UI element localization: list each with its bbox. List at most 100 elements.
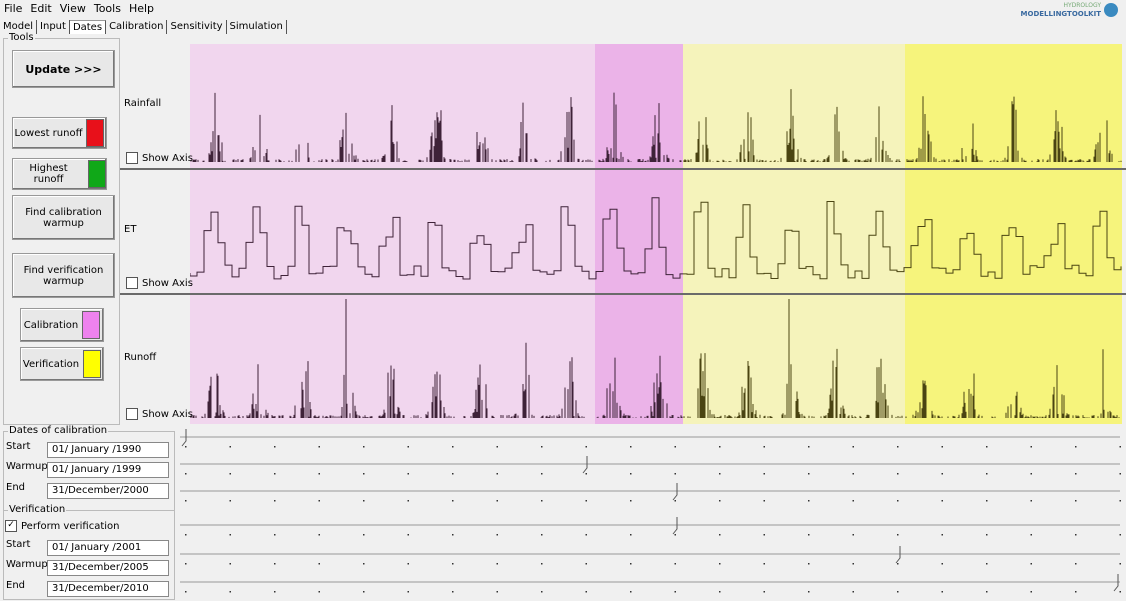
- slider-tick: [274, 473, 276, 475]
- verification-group: Verification: [3, 504, 175, 600]
- slider-tick: [852, 500, 854, 502]
- slider-tick: [1119, 500, 1121, 502]
- slider-tick: [274, 563, 276, 565]
- slider-tick: [496, 446, 498, 448]
- slider-tick: [496, 591, 498, 593]
- slider-tick: [719, 446, 721, 448]
- slider-tick: [585, 500, 587, 502]
- date-combo[interactable]: 01/ January /1990: [47, 442, 169, 458]
- slider-tick: [318, 591, 320, 593]
- slider-tick: [585, 534, 587, 536]
- slider-tick: [1075, 563, 1077, 565]
- slider-tick: [1119, 591, 1121, 593]
- slider-tick: [1119, 446, 1121, 448]
- combo-value: 01/ January /1990: [52, 444, 142, 455]
- slider-tick: [986, 534, 988, 536]
- slider-tick: [363, 534, 365, 536]
- show-axis-checkbox[interactable]: Show Axis: [126, 152, 193, 164]
- slider-tick: [407, 534, 409, 536]
- slider-tick: [185, 591, 187, 593]
- group-title: Verification: [8, 504, 67, 515]
- perform-verification-checkbox[interactable]: ✓ Perform verification: [5, 520, 119, 532]
- tab[interactable]: Dates: [69, 20, 107, 34]
- slider-tick: [897, 500, 899, 502]
- series-trace: [683, 299, 1120, 418]
- slider-tick: [1030, 591, 1032, 593]
- date-combo[interactable]: 01/ January /2001: [47, 540, 169, 556]
- combo-value: 31/December/2005: [52, 562, 149, 573]
- slider-tick: [763, 591, 765, 593]
- slider-tick: [1030, 500, 1032, 502]
- menu-item[interactable]: File: [4, 2, 23, 15]
- slider-tick: [986, 500, 988, 502]
- slider-thumb[interactable]: [1113, 574, 1119, 592]
- slider-tick: [897, 563, 899, 565]
- slider-tick: [674, 534, 676, 536]
- date-combo[interactable]: 31/December/2010: [47, 581, 169, 597]
- slider-tick: [808, 591, 810, 593]
- slider-tick: [808, 500, 810, 502]
- slider-tick: [452, 473, 454, 475]
- lowest-runoff-button[interactable]: Lowest runoff: [12, 117, 107, 149]
- checkbox-label: Show Axis: [142, 153, 193, 164]
- slider-thumb[interactable]: [181, 429, 187, 447]
- slider-tick: [229, 591, 231, 593]
- menu-item[interactable]: Help: [128, 2, 155, 15]
- calibration-button[interactable]: Calibration: [20, 308, 104, 342]
- logo: HYDROLOGY MODELLINGTOOLKIT: [1021, 2, 1118, 18]
- tab[interactable]: Calibration: [106, 20, 168, 34]
- combo-value: 01/ January /2001: [52, 542, 142, 553]
- series-trace: [190, 197, 683, 280]
- slider-tick: [630, 591, 632, 593]
- slider-tick: [986, 473, 988, 475]
- update-button[interactable]: Update >>>: [12, 50, 115, 88]
- tab[interactable]: Sensitivity: [167, 20, 227, 34]
- date-combo[interactable]: 01/ January /1999: [47, 462, 169, 478]
- slider-tick: [1030, 563, 1032, 565]
- slider-tick: [630, 534, 632, 536]
- slider-tick: [363, 473, 365, 475]
- slider-tick: [274, 500, 276, 502]
- date-combo[interactable]: 31/December/2000: [47, 483, 169, 499]
- tab[interactable]: Model: [0, 20, 38, 34]
- slider-thumb[interactable]: [895, 546, 901, 564]
- series-trace: [683, 201, 1122, 280]
- highest-runoff-button[interactable]: Highest runoff: [12, 158, 107, 190]
- slider-tick: [1119, 534, 1121, 536]
- slider-thumb[interactable]: [672, 517, 678, 535]
- slider-tick: [541, 591, 543, 593]
- tab[interactable]: Simulation: [227, 20, 287, 34]
- slider-tick: [407, 446, 409, 448]
- find-calibration-button[interactable]: Find calibration warmup: [12, 195, 115, 240]
- panel-label: Rainfall: [124, 98, 162, 109]
- slider-tick: [185, 446, 187, 448]
- menu-item[interactable]: Edit: [30, 2, 52, 15]
- slider-thumb[interactable]: [672, 483, 678, 501]
- slider-thumb[interactable]: [582, 456, 588, 474]
- menu-item[interactable]: View: [59, 2, 86, 15]
- menu-item[interactable]: Tools: [93, 2, 121, 15]
- slider-tick: [363, 563, 365, 565]
- menu-bar: File Edit View Tools Help: [4, 2, 162, 15]
- show-axis-checkbox[interactable]: Show Axis: [126, 277, 193, 289]
- slider-tick: [496, 500, 498, 502]
- slider-tick: [541, 500, 543, 502]
- slider-tick: [852, 473, 854, 475]
- date-sliders: [180, 429, 1121, 593]
- slider-tick: [630, 446, 632, 448]
- slider-tick: [941, 446, 943, 448]
- show-axis-checkbox[interactable]: Show Axis: [126, 408, 193, 420]
- find-verification-button[interactable]: Find verification warmup: [12, 253, 115, 298]
- slider-tick: [541, 534, 543, 536]
- series-trace: [190, 92, 682, 162]
- group-title: Dates of calibration: [8, 425, 109, 436]
- verification-button[interactable]: Verification: [20, 347, 104, 381]
- slider-tick: [318, 473, 320, 475]
- slider-tick: [496, 534, 498, 536]
- slider-tick: [986, 563, 988, 565]
- slider-tick: [941, 534, 943, 536]
- date-combo[interactable]: 31/December/2005: [47, 560, 169, 576]
- slider-tick: [185, 473, 187, 475]
- tab[interactable]: Input: [37, 20, 70, 34]
